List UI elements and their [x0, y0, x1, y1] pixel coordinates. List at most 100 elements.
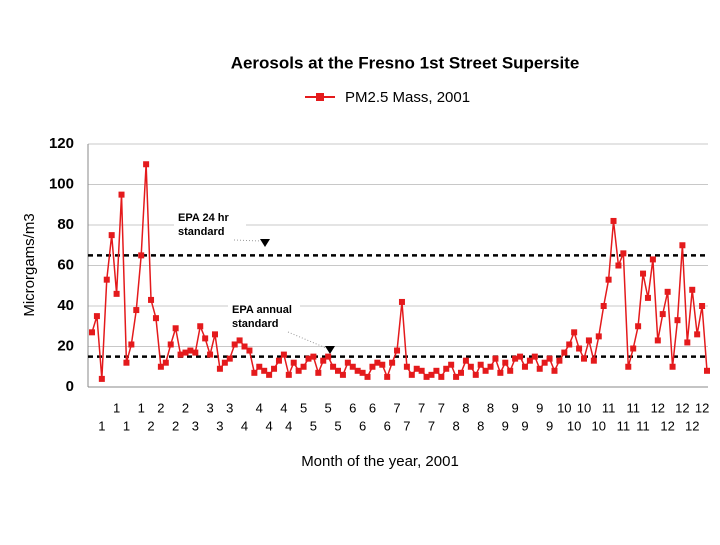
x-tick-label: 12 — [675, 400, 689, 415]
x-tick-label: 9 — [512, 400, 519, 415]
data-point — [349, 363, 356, 370]
data-point — [261, 367, 268, 374]
data-point — [344, 359, 351, 366]
x-tick-label: 1 — [138, 400, 145, 415]
x-tick-label: 7 — [428, 418, 435, 433]
data-point — [251, 369, 258, 376]
x-tick-label: 4 — [256, 400, 263, 415]
x-tick-label: 5 — [325, 400, 332, 415]
data-point — [581, 355, 587, 362]
data-point — [556, 357, 563, 364]
data-point — [93, 313, 100, 320]
data-point — [290, 359, 297, 366]
data-point — [118, 191, 125, 198]
x-tick-label: 7 — [403, 418, 410, 433]
x-tick-label: 4 — [266, 418, 273, 433]
data-point — [389, 359, 396, 366]
y-tick-label: 20 — [57, 337, 74, 354]
data-point — [354, 367, 361, 374]
data-point — [98, 375, 105, 382]
data-point — [187, 347, 194, 354]
data-point — [339, 371, 346, 378]
data-point — [467, 363, 474, 370]
x-tick-label: 1 — [123, 418, 130, 433]
x-tick-label: 1 — [113, 400, 120, 415]
data-point — [103, 276, 110, 283]
x-tick-label: 8 — [477, 418, 484, 433]
data-point — [182, 349, 189, 356]
x-tick-label: 12 — [695, 400, 709, 415]
y-tick-label: 40 — [57, 297, 74, 314]
data-point — [689, 286, 696, 293]
data-point — [167, 341, 174, 348]
data-point — [679, 242, 686, 249]
data-point — [113, 290, 120, 297]
data-point — [605, 276, 612, 283]
data-point — [207, 351, 214, 358]
data-point — [369, 363, 376, 370]
data-point — [487, 363, 494, 370]
data-point — [585, 337, 592, 344]
data-point — [300, 363, 307, 370]
data-point — [408, 371, 415, 378]
data-point — [492, 355, 499, 362]
x-tick-label: 12 — [660, 418, 674, 433]
data-point — [694, 331, 701, 338]
annotation-leader — [287, 331, 327, 349]
data-point — [590, 357, 597, 364]
data-point — [566, 341, 573, 348]
x-tick-label: 3 — [226, 400, 233, 415]
legend-label: PM2.5 Mass, 2001 — [345, 89, 470, 106]
x-tick-label: 4 — [241, 418, 248, 433]
data-point — [133, 307, 140, 314]
data-point — [477, 361, 484, 368]
data-point — [453, 373, 460, 380]
x-tick-label: 7 — [418, 400, 425, 415]
x-tick-label: 9 — [502, 418, 509, 433]
y-axis-label: Microrgams/m3 — [21, 213, 38, 316]
data-point — [241, 343, 248, 350]
data-point — [610, 217, 617, 224]
x-tick-label: 8 — [452, 418, 459, 433]
y-tick-label: 0 — [66, 378, 74, 395]
data-point — [128, 341, 135, 348]
data-point — [379, 361, 386, 368]
x-tick-label: 5 — [300, 400, 307, 415]
x-tick-label: 2 — [172, 418, 179, 433]
x-tick-label: 5 — [334, 418, 341, 433]
x-tick-label: 9 — [521, 418, 528, 433]
x-tick-label: 10 — [577, 400, 591, 415]
data-point — [335, 367, 341, 374]
x-tick-label: 2 — [157, 400, 164, 415]
data-point — [197, 323, 204, 330]
data-point — [172, 325, 179, 332]
data-point — [428, 371, 435, 378]
data-point — [152, 315, 159, 322]
annotation-box — [228, 296, 300, 334]
y-tick-label: 100 — [49, 175, 74, 192]
data-point — [625, 363, 632, 370]
data-point — [699, 303, 706, 309]
data-point — [310, 353, 317, 360]
data-point — [502, 359, 509, 366]
y-tick-label: 120 — [49, 135, 74, 152]
x-tick-label: 3 — [216, 418, 223, 433]
data-point — [418, 367, 425, 374]
data-point — [561, 349, 568, 356]
y-tick-label: 60 — [57, 256, 74, 273]
x-tick-label: 4 — [285, 418, 292, 433]
data-point — [482, 367, 489, 374]
x-tick-label: 1 — [98, 418, 105, 433]
data-point — [674, 317, 681, 324]
x-tick-label: 2 — [147, 418, 154, 433]
data-point — [143, 161, 150, 168]
x-tick-label: 11 — [626, 400, 640, 415]
data-point — [458, 369, 464, 376]
data-point — [256, 363, 263, 370]
data-point — [123, 359, 130, 366]
annotation-text: standard — [232, 318, 278, 330]
data-point — [221, 359, 228, 366]
data-point — [448, 361, 455, 368]
data-point — [231, 341, 238, 348]
data-point — [644, 294, 651, 301]
